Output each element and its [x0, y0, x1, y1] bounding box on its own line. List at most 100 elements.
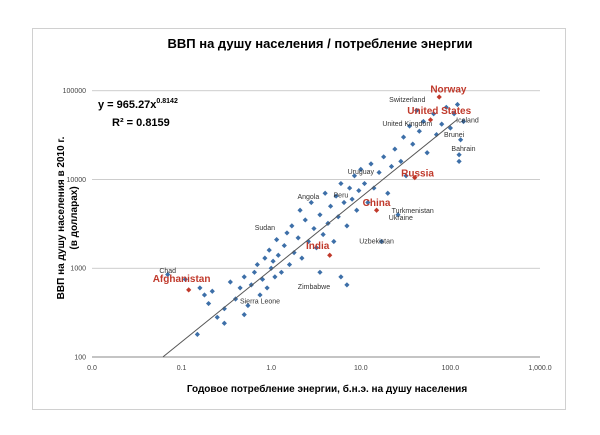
country-label: Bahrain: [451, 146, 475, 153]
x-tick-label: 0.1: [177, 365, 187, 372]
data-point: [227, 279, 233, 285]
highlight-country-label: Afghanistan: [153, 274, 211, 285]
data-point: [270, 258, 276, 264]
data-point: [201, 292, 208, 298]
data-point: [403, 173, 409, 179]
highlight-point: [373, 207, 380, 213]
x-tick-label: 1.0: [266, 365, 276, 372]
data-point: [414, 107, 420, 114]
data-point: [371, 185, 377, 191]
data-point: [406, 123, 413, 129]
data-point: [245, 302, 251, 309]
country-label: Chad: [159, 268, 176, 275]
trendline-equation-base: y = 965.27x: [98, 99, 157, 111]
data-point: [351, 173, 358, 179]
grid-lines: [92, 90, 540, 269]
data-point: [248, 282, 254, 288]
country-label: Turkmenistan: [392, 208, 434, 215]
highlight-country-label: Norway: [430, 85, 467, 96]
highlight-point: [427, 117, 434, 123]
data-point: [349, 196, 355, 202]
data-point: [395, 212, 401, 218]
data-point: [289, 223, 295, 229]
country-label: Sierra Leone: [240, 299, 280, 306]
data-point: [286, 261, 293, 268]
data-point: [458, 137, 464, 143]
data-point: [209, 288, 215, 294]
data-point: [376, 169, 382, 176]
data-point: [302, 217, 308, 223]
data-point: [281, 242, 287, 249]
data-point: [241, 312, 247, 318]
highlight-point: [327, 252, 333, 258]
y-tick-label: 1000: [70, 266, 86, 273]
data-point: [338, 180, 344, 187]
data-point: [274, 237, 280, 243]
x-axis-title: Годовое потребление энергии, б.н.э. на д…: [187, 383, 468, 395]
country-label: Ukraine: [389, 215, 413, 222]
data-point: [347, 185, 353, 191]
y-axis-title-line1: ВВП на душу населения в 2010 г.: [56, 136, 67, 299]
x-tick-label: 1,000.0: [528, 365, 551, 372]
data-point: [308, 199, 314, 206]
data-point: [165, 271, 171, 278]
data-point: [368, 161, 374, 167]
data-point: [431, 111, 437, 117]
trendline-equation-exponent: 0.8142: [156, 98, 178, 105]
data-point: [305, 238, 311, 245]
data-point: [268, 265, 274, 271]
data-point: [333, 193, 339, 199]
data-point: [278, 269, 285, 275]
data-point: [299, 255, 305, 261]
data-point: [439, 121, 445, 127]
highlight-country-label: India: [306, 241, 330, 252]
x-tick-label: 0.0: [87, 365, 97, 372]
highlight-country-label: United States: [407, 106, 471, 117]
data-point: [454, 101, 461, 108]
data-point: [365, 199, 371, 206]
data-point: [385, 190, 391, 196]
data-point: [460, 118, 467, 125]
country-label: United Kingdom: [382, 121, 432, 128]
data-point: [241, 274, 247, 280]
data-point: [262, 255, 268, 261]
y-axis-title-line2: (в долларах): [69, 186, 80, 249]
country-label: Sudan: [255, 225, 275, 232]
data-point: [194, 331, 200, 337]
data-point: [313, 245, 320, 251]
data-point: [254, 261, 260, 268]
highlight-country-label: China: [363, 198, 391, 209]
data-point: [320, 231, 326, 238]
data-point: [400, 134, 407, 140]
data-point: [327, 203, 334, 209]
y-tick-labels: 100 1000 10000 100000: [63, 88, 86, 361]
data-point: [433, 132, 440, 138]
data-point: [322, 190, 328, 196]
y-tick-label: 100000: [63, 88, 86, 95]
trendline-r-squared: R² = 0.8159: [112, 117, 170, 129]
chart-title: ВВП на душу населения / потребление энер…: [167, 36, 472, 51]
trendline: [162, 118, 458, 358]
data-point: [197, 285, 203, 291]
data-point: [297, 207, 303, 213]
data-point: [354, 207, 360, 213]
data-point: [221, 320, 227, 326]
data-point: [443, 104, 449, 110]
country-label: Brunei: [444, 132, 465, 139]
data-point: [447, 125, 453, 131]
highlight-point: [436, 94, 442, 100]
x-tick-label: 100.0: [442, 365, 460, 372]
country-labels: Norway Switzerland United States United Kin…: [153, 85, 479, 306]
trendline-line: [162, 118, 458, 358]
data-point: [335, 214, 341, 220]
data-point: [378, 238, 385, 245]
data-point: [291, 250, 297, 256]
country-label: Zimbabwe: [298, 284, 330, 291]
data-point: [381, 154, 387, 160]
data-point: [182, 276, 188, 282]
data-point: [257, 292, 263, 298]
data-point: [344, 223, 350, 229]
data-point: [251, 269, 258, 275]
data-point: [275, 252, 281, 258]
